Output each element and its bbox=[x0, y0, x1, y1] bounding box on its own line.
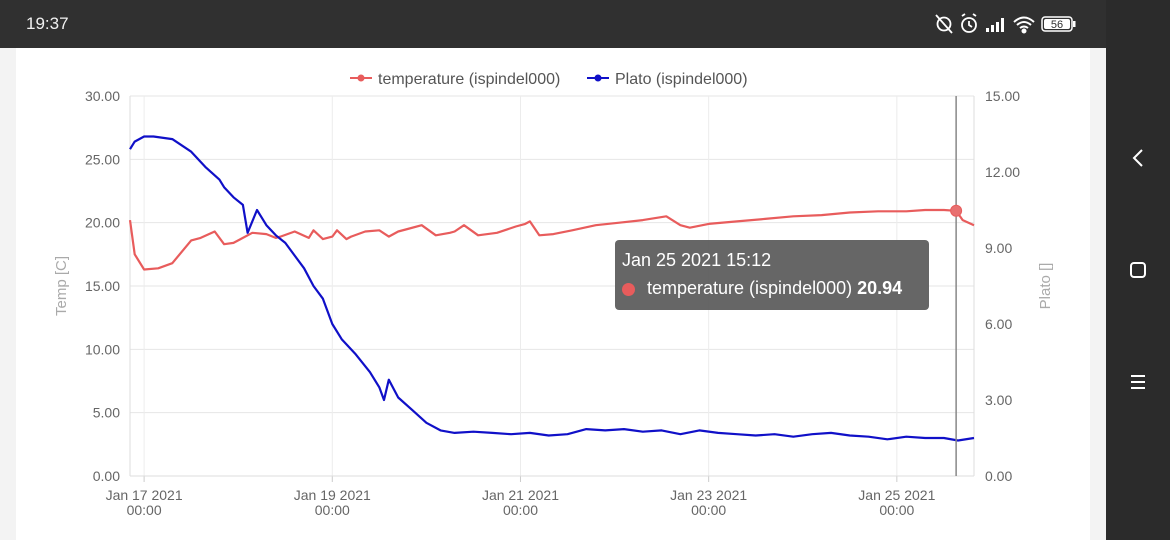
y-left-tick-label: 10.00 bbox=[85, 341, 120, 357]
x-tick-label-date: Jan 19 2021 bbox=[294, 487, 371, 503]
y-right-tick-label: 15.00 bbox=[985, 88, 1020, 104]
back-chevron-icon bbox=[1132, 149, 1143, 167]
y-left-tick-label: 15.00 bbox=[85, 278, 120, 294]
y-left-tick-label: 0.00 bbox=[93, 468, 120, 484]
x-tick-label-time: 00:00 bbox=[503, 502, 538, 518]
tooltip-swatch bbox=[622, 283, 635, 296]
legend-swatch-dot bbox=[594, 74, 602, 82]
y-right-tick-label: 3.00 bbox=[985, 392, 1012, 408]
y-left-tick-label: 25.00 bbox=[85, 151, 120, 167]
temperature-series-line bbox=[128, 208, 975, 271]
alarm-off-icon bbox=[935, 14, 953, 34]
x-tick-label-date: Jan 21 2021 bbox=[482, 487, 559, 503]
y-right-axis-title: Plato [] bbox=[1037, 263, 1054, 310]
legend-item-plato[interactable]: Plato (ispindel000) bbox=[587, 71, 748, 88]
series-layer bbox=[128, 135, 975, 442]
tooltip-title: Jan 25 2021 15:12 bbox=[622, 250, 772, 270]
y-left-tick-label: 20.00 bbox=[85, 215, 120, 231]
tooltip-value: 20.94 bbox=[857, 278, 903, 298]
y-right-tick-label: 9.00 bbox=[985, 240, 1012, 256]
plato-series-line bbox=[129, 135, 975, 442]
battery-level: 56 bbox=[1051, 19, 1063, 31]
legend-item-temperature[interactable]: temperature (ispindel000) bbox=[350, 71, 560, 88]
menu-lines-icon bbox=[1131, 375, 1145, 389]
home-button[interactable] bbox=[1122, 254, 1154, 286]
hover-layer bbox=[950, 96, 963, 476]
status-icons: 56 bbox=[934, 12, 1084, 36]
legend-label: Plato (ispindel000) bbox=[615, 71, 748, 88]
x-tick-label-time: 00:00 bbox=[691, 502, 726, 518]
status-icons-svg: 56 bbox=[935, 13, 1076, 34]
home-square-icon bbox=[1130, 262, 1146, 278]
status-time: 19:37 bbox=[26, 14, 69, 33]
signal-icon bbox=[986, 18, 1004, 32]
x-tick-label-date: Jan 25 2021 bbox=[858, 487, 935, 503]
y-left-tick-label: 5.00 bbox=[93, 405, 120, 421]
x-tick-label-time: 00:00 bbox=[127, 502, 162, 518]
axes: 0.00 5.00 10.00 15.00 20.00 25.00 30.00 0.00 3.0… bbox=[53, 88, 1054, 518]
status-bar: 19:37 bbox=[0, 0, 1106, 48]
x-tick-label-date: Jan 23 2021 bbox=[670, 487, 747, 503]
chart: 0.00 5.00 10.00 15.00 20.00 25.00 30.00 0.00 3.0… bbox=[53, 71, 1054, 518]
y-right-tick-label: 6.00 bbox=[985, 316, 1012, 332]
legend[interactable]: temperature (ispindel000) Plato (ispindel… bbox=[350, 71, 748, 88]
chart-tooltip: Jan 25 2021 15:12 temperature (ispindel0… bbox=[615, 240, 929, 310]
x-tick-label-time: 00:00 bbox=[879, 502, 914, 518]
y-right-tick-label: 12.00 bbox=[985, 164, 1020, 180]
tooltip-series-name: temperature (ispindel000) bbox=[647, 278, 853, 298]
hover-point bbox=[950, 204, 963, 217]
x-tick-label-time: 00:00 bbox=[315, 502, 350, 518]
wifi-icon bbox=[1013, 16, 1035, 34]
y-left-axis-title: Temp [C] bbox=[53, 256, 70, 316]
y-left-tick-label: 30.00 bbox=[85, 88, 120, 104]
battery-icon: 56 bbox=[1041, 16, 1076, 32]
legend-swatch-dot bbox=[357, 74, 365, 82]
tooltip-line: temperature (ispindel000) 20.94 bbox=[647, 278, 902, 299]
navigation-bar bbox=[1106, 0, 1170, 540]
y-right-tick-label: 0.00 bbox=[985, 468, 1012, 484]
x-tick-label-date: Jan 17 2021 bbox=[106, 487, 183, 503]
legend-label: temperature (ispindel000) bbox=[378, 71, 560, 88]
back-button[interactable] bbox=[1122, 142, 1154, 174]
recents-button[interactable] bbox=[1122, 366, 1154, 398]
alarm-clock-icon bbox=[961, 13, 977, 33]
